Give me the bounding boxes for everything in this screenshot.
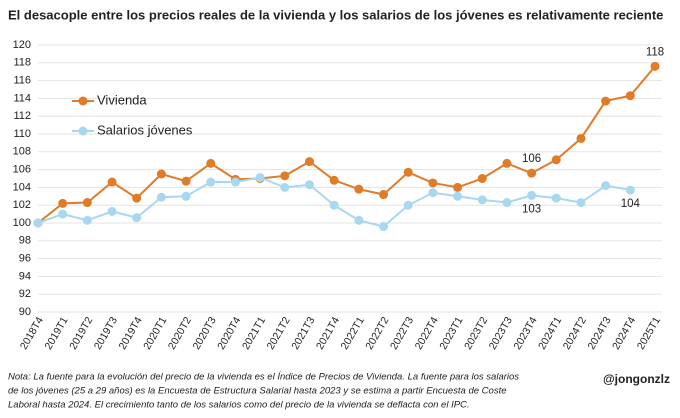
point (601, 96, 611, 106)
point (601, 181, 611, 191)
y-tick-label: 94 (19, 270, 31, 282)
point (354, 184, 364, 194)
point (502, 198, 512, 208)
point (477, 195, 487, 205)
point (551, 155, 561, 165)
y-tick-label: 100 (13, 217, 31, 229)
point (625, 91, 635, 101)
point (576, 198, 586, 208)
point (329, 175, 339, 185)
point (280, 171, 290, 181)
point (329, 200, 339, 210)
y-tick-label: 106 (13, 164, 31, 176)
point (551, 193, 561, 203)
point (453, 191, 463, 201)
y-tick-label: 116 (13, 75, 31, 87)
point (107, 177, 117, 187)
legend-label: Salarios jóvenes (97, 122, 193, 137)
point (132, 213, 142, 223)
point (304, 180, 314, 190)
y-tick-label: 102 (13, 199, 31, 211)
point (181, 176, 191, 186)
footnote: Laboral hasta 2024. El crecimiento tanto… (8, 400, 470, 411)
chart-title: El desacople entre los precios reales de… (8, 7, 663, 22)
legend-marker (78, 126, 88, 136)
y-tick-label: 110 (13, 128, 31, 140)
y-tick-label: 118 (13, 57, 31, 69)
point (304, 157, 314, 167)
y-tick-label: 98 (19, 235, 31, 247)
point (82, 198, 92, 208)
point (206, 158, 216, 168)
series-line (37, 65, 656, 224)
legend-label: Vivienda (97, 92, 147, 107)
point (82, 215, 92, 225)
point (527, 168, 537, 178)
point (156, 192, 166, 202)
footnote: de los jóvenes (25 a 29 años) es la Encu… (8, 386, 507, 397)
point (33, 218, 43, 228)
y-tick-label: 120 (13, 39, 31, 51)
point (230, 177, 240, 187)
point (107, 206, 117, 216)
point (403, 167, 413, 177)
point (58, 209, 68, 219)
y-tick-label: 96 (19, 253, 31, 265)
point (280, 182, 290, 192)
point (650, 61, 660, 71)
point (428, 178, 438, 188)
point (379, 222, 389, 232)
point (132, 193, 142, 203)
x-tick-label: 2025T1 (635, 315, 663, 352)
y-tick-label: 92 (19, 288, 31, 300)
point (527, 190, 537, 200)
footnote: Nota: La fuente para la evolución del pr… (8, 372, 519, 383)
point (477, 174, 487, 183)
point (206, 177, 216, 187)
y-tick-label: 112 (13, 110, 31, 122)
point (576, 133, 586, 143)
y-tick-label: 114 (13, 92, 31, 104)
y-tick-label: 108 (13, 146, 31, 158)
point (354, 215, 364, 225)
point (156, 169, 166, 179)
data-label: 118 (646, 46, 664, 58)
data-label: 104 (621, 198, 641, 210)
data-label: 103 (522, 203, 541, 215)
point (502, 158, 512, 168)
legend-marker (78, 96, 88, 106)
point (625, 185, 635, 195)
y-tick-label: 90 (19, 306, 31, 318)
credit: @jongonzlz (603, 372, 670, 386)
point (255, 173, 265, 183)
point (58, 198, 68, 208)
point (428, 188, 438, 198)
y-tick-label: 104 (13, 181, 31, 193)
point (453, 182, 463, 192)
point (379, 190, 389, 200)
point (403, 200, 413, 210)
point (181, 191, 191, 201)
data-label: 106 (522, 153, 541, 165)
